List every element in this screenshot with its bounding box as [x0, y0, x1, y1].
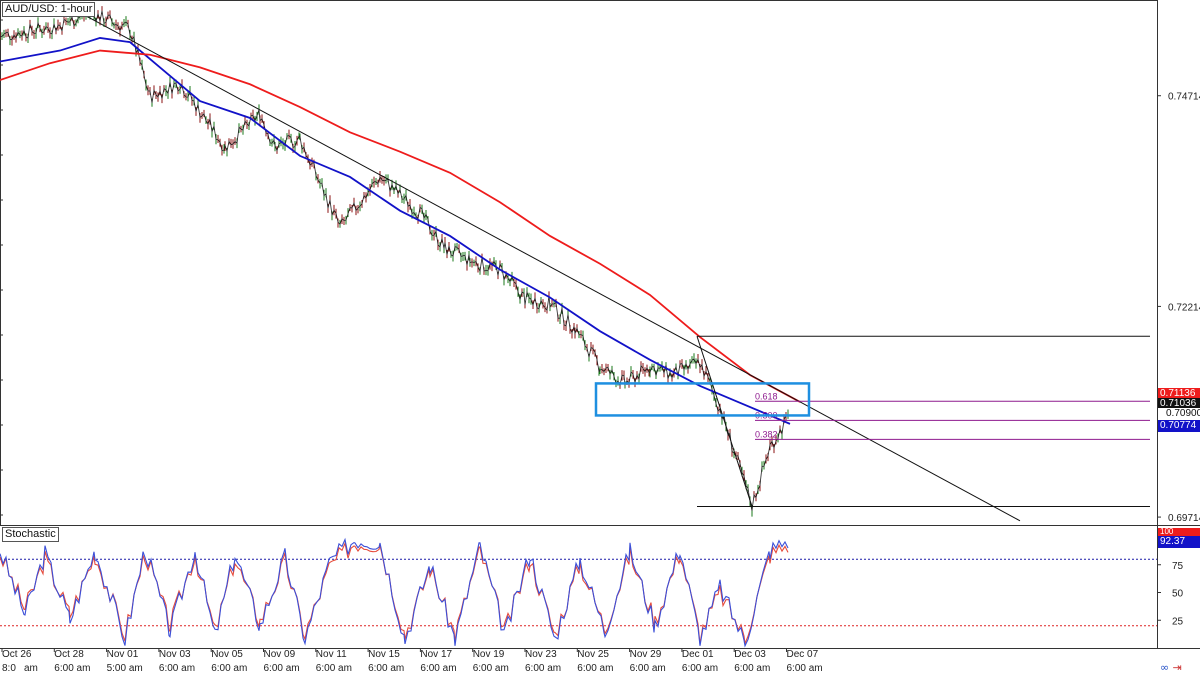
x-tick-sublabel-10: 6:00 am — [525, 663, 561, 674]
y-tick-label-2: 0.69714 — [1168, 513, 1200, 524]
x-tick-sublabel-2: 5:00 am — [107, 663, 143, 674]
x-tick-sublabel-3: 6:00 am — [159, 663, 195, 674]
moving-average-fast-line — [0, 37, 791, 425]
stoch-top-tag: 100 — [1158, 528, 1200, 536]
x-tick-sublabel-15: 6:00 am — [787, 663, 823, 674]
x-tick-sublabel-0: 8:0 — [2, 663, 16, 674]
moving-average-slow-line — [0, 49, 801, 403]
stoch-k-line — [0, 537, 789, 648]
stochastic-title: Stochastic — [2, 527, 59, 542]
x-tick-sublabel-7: 6:00 am — [368, 663, 404, 674]
support-zone-box — [594, 382, 811, 417]
stoch-value-tag: 92.37 — [1158, 536, 1200, 548]
fib-level-label-0: 0.618 — [755, 391, 778, 401]
x-tick-label-13: Dec 01 — [682, 649, 714, 660]
x-tick-label-8: Nov 17 — [420, 649, 452, 660]
x-tick-sublabel-11: 6:00 am — [577, 663, 613, 674]
x-tick-sublabel-14: 6:00 am — [734, 663, 770, 674]
x-tick-label-3: Nov 03 — [159, 649, 191, 660]
x-tick-label-9: Nov 19 — [473, 649, 505, 660]
price-tag-red: 0.71136 — [1158, 388, 1200, 400]
x-tick-sublabel-1: 6:00 am — [54, 663, 90, 674]
fib-level-label-2: 0.382 — [755, 429, 778, 439]
x-tick-label-12: Nov 29 — [630, 649, 662, 660]
x-tick-label-14: Dec 03 — [734, 649, 766, 660]
arrow-right-icon[interactable]: ⇥ — [1172, 661, 1182, 674]
x-tick-sublabel-8: 6:00 am — [420, 663, 456, 674]
x-tick-label-5: Nov 09 — [264, 649, 296, 660]
y-tick-label-0: 0.74714 — [1168, 92, 1200, 103]
footer-icons: ∞ ⇥ — [1160, 661, 1182, 674]
x-tick-sublabel-9: 6:00 am — [473, 663, 509, 674]
x-tick-label-6: Nov 11 — [316, 649, 347, 660]
price-tag-black: 0.71036 — [1158, 398, 1200, 410]
x-tick-sublabel-extra: am — [24, 663, 38, 674]
chart-title: AUD/USD: 1-hour — [2, 2, 96, 17]
x-tick-label-4: Nov 05 — [211, 649, 243, 660]
stoch-tick-label-2: 50 — [1172, 589, 1184, 600]
link-icon[interactable]: ∞ — [1160, 661, 1170, 674]
fib-diagonal — [696, 336, 753, 507]
x-tick-sublabel-12: 6:00 am — [630, 663, 666, 674]
x-tick-label-10: Nov 23 — [525, 649, 557, 660]
price-tag-current: 0.70900 — [1158, 408, 1200, 420]
price-series — [0, 10, 789, 511]
x-tick-label-11: Nov 25 — [577, 649, 609, 660]
x-tick-sublabel-13: 6:00 am — [682, 663, 718, 674]
trendline — [79, 12, 1021, 522]
x-tick-sublabel-5: 6:00 am — [264, 663, 300, 674]
stoch-tick-label-3: 25 — [1172, 616, 1184, 627]
x-tick-label-0: Oct 26 — [2, 649, 32, 660]
stoch-tick-label-1: 75 — [1172, 561, 1184, 572]
price-tag-blue: 0.70774 — [1158, 420, 1200, 432]
x-tick-label-7: Nov 15 — [368, 649, 400, 660]
x-tick-sublabel-6: 6:00 am — [316, 663, 352, 674]
x-tick-sublabel-4: 6:00 am — [211, 663, 247, 674]
x-tick-label-15: Dec 07 — [787, 649, 819, 660]
stoch-d-line — [0, 541, 789, 646]
x-tick-label-2: Nov 01 — [107, 649, 139, 660]
y-tick-label-1: 0.72214 — [1168, 302, 1200, 313]
x-tick-label-1: Oct 28 — [54, 649, 84, 660]
